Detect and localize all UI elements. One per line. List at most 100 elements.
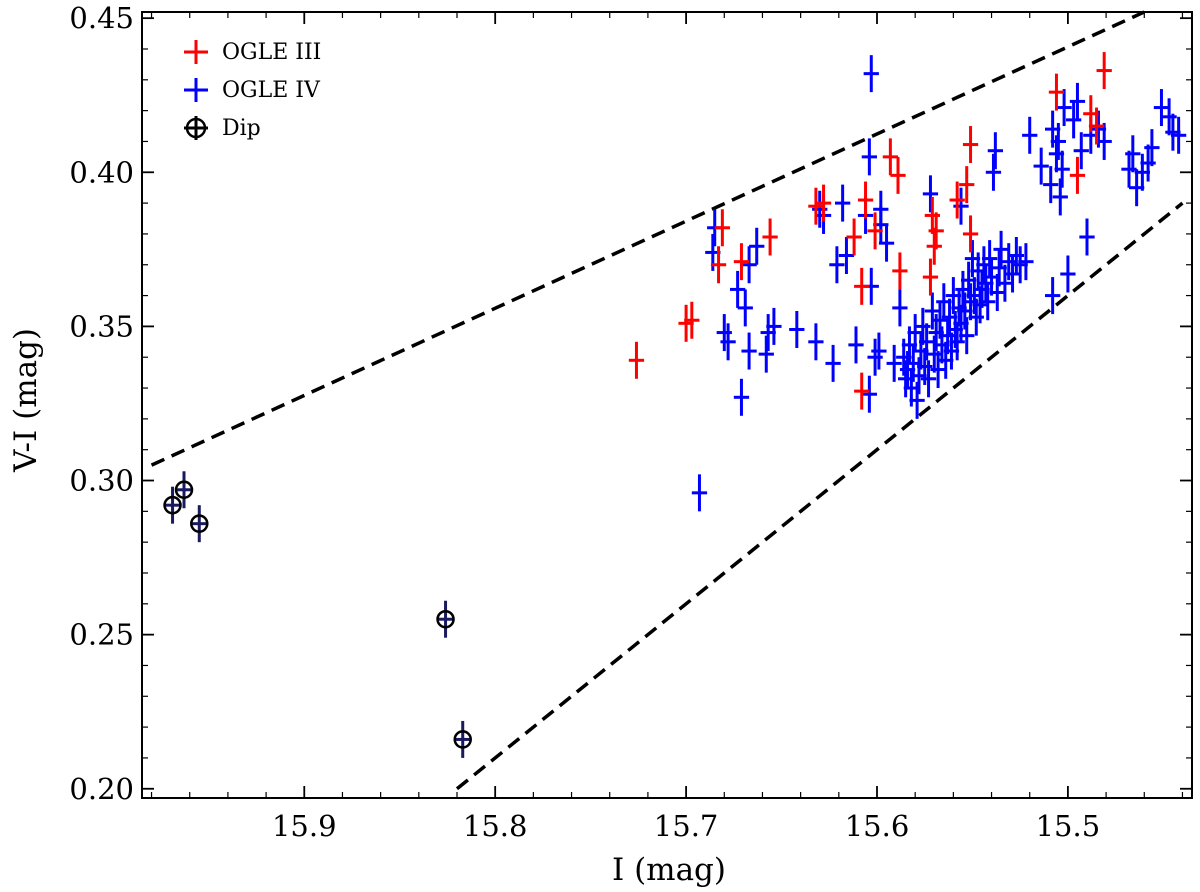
ogle4-point [878,224,895,262]
ogle4-point [863,55,879,93]
ogle3-point [710,246,727,284]
ogle4-point [972,286,988,324]
ogle3-point [1048,73,1065,111]
ogle4-point [737,289,753,327]
ogle4-point [758,335,774,373]
ogle4-point [848,326,864,364]
ogle4-point [1043,166,1059,204]
ogle4-point [835,184,851,222]
ogle3-point [959,166,975,204]
ogle4-point [861,375,877,413]
ogle4-point [720,323,736,361]
ogle4-point [886,344,902,382]
ogle4-point [1121,150,1137,188]
ogle4-point [861,138,877,176]
ogle4-point [930,351,946,389]
ogle4-point [1073,132,1089,170]
ogle4-point [812,190,828,228]
ogle4-point [1171,116,1187,154]
ogle4-point [730,270,746,308]
dip-point [163,486,182,524]
ogle3-point [962,126,979,164]
y-axis-label: V-I (mag) [8,328,44,473]
ogle4-point [1079,218,1095,256]
ogle4-point [1056,89,1072,127]
dip-point-circle [174,480,194,500]
y-tick-label: 0.30 [69,464,134,498]
ogle4-point [1060,255,1076,293]
dip-point-circle [190,514,209,533]
x-tick-label: 15.5 [1036,809,1101,843]
ogle4-point [1096,122,1112,160]
ogle4-point [985,153,1002,191]
lower-envelope [455,201,1184,791]
ogle4-point [1045,277,1061,315]
ogle3-point [1069,156,1086,194]
legend-marker-ogle3 [184,40,208,64]
x-tick-label: 15.6 [845,809,910,843]
x-tick-label: 15.8 [463,809,528,843]
dip-point [436,600,455,638]
ogle4-point [915,307,931,345]
ogle3-point [846,218,862,256]
y-tick-label: 0.35 [69,309,134,343]
ogle4-point [741,332,757,370]
ogle4-point [1125,135,1141,173]
ogle3-point [857,181,874,219]
ogle3-point [714,209,730,247]
ogle4-point [1022,116,1038,154]
ogle3-point [926,227,942,265]
ogle4-point [867,338,883,376]
axis-ticks: 15.9 15.8 15.7 15.6 15.5 0.20 0.25 0.30 0.35 0.40… [69,1,1192,843]
ogle4-point [922,175,939,213]
ogle3-point [815,184,832,222]
ogle4-point [892,289,908,327]
ogle4-point [749,227,765,265]
ogle4-point [1008,237,1024,274]
ogle4-point [733,378,750,416]
ogle4-point [789,310,805,348]
legend-label-dip: Dip [222,116,261,141]
ogle4-point [980,283,996,321]
dip-point-circle [453,730,472,749]
data-points [163,52,1187,758]
envelope-lines [150,10,1184,791]
ogle3-point [1096,52,1112,90]
legend-marker-ogle4 [184,78,208,102]
dip-point [190,505,209,543]
legend-circle [185,117,207,139]
ogle3-point [762,218,778,256]
plot-frame [141,11,1193,799]
x-tick-label: 15.7 [654,809,719,843]
y-tick-label: 0.20 [69,772,134,806]
ogle3-point [854,372,870,410]
ogle4-point [989,274,1005,311]
ogle4-point [766,307,782,345]
ogle4-point [920,360,937,398]
ogle4-point [1033,147,1049,185]
ogle4-point [808,323,824,361]
ogle4-point [1144,129,1160,167]
ogle4-point [741,246,757,284]
ogle3-point [928,212,944,250]
ogle4-point [909,381,925,419]
ogle3-point [1088,107,1105,145]
dip-point [453,720,472,758]
legend-label-ogle3: OGLE III [222,40,321,65]
upper-envelope [150,10,1145,467]
ogle4-point [959,317,975,355]
ogle4-point [1153,89,1170,127]
ogle3-point [882,138,898,176]
ogle4-point [829,246,845,284]
ogle4-point [1054,150,1070,188]
ogle3-point [924,196,940,234]
plot-border [141,11,1193,799]
ogle3-point [890,156,906,194]
dip-point [174,471,194,509]
ogle4-point [825,344,841,382]
ogle4-point [987,132,1003,170]
ogle3-point [922,258,939,296]
legend-label-ogle4: OGLE IV [222,78,321,103]
x-tick-label: 15.9 [272,809,337,843]
